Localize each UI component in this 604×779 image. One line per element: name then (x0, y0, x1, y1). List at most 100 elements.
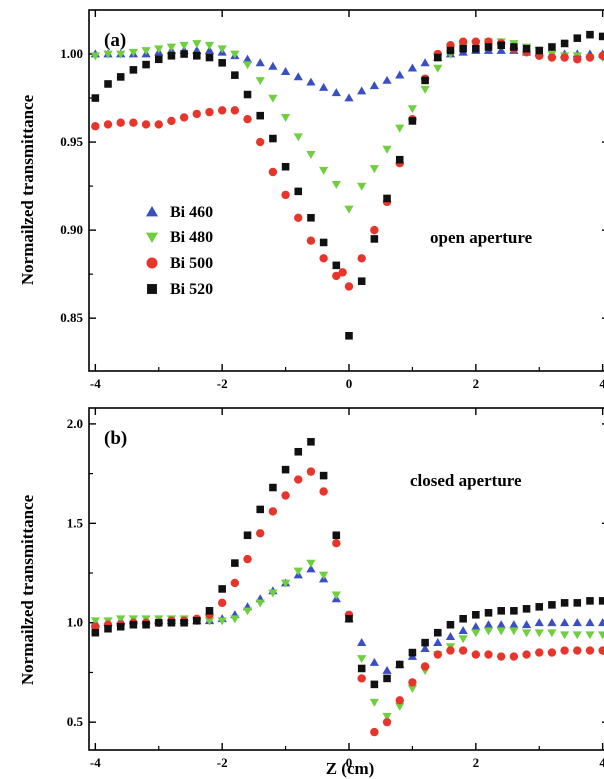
point-bi-520-a (573, 34, 582, 42)
point-bi-500-b (370, 727, 379, 737)
point-bi-480-a (217, 45, 227, 54)
point-bi-460-a (369, 81, 379, 90)
point-bi-520-b (307, 438, 315, 446)
legend-marker-bi-520 (147, 284, 157, 294)
point-bi-480-b (331, 591, 341, 600)
point-bi-480-a (306, 151, 316, 160)
point-bi-480-b (255, 599, 265, 608)
point-bi-480-a (369, 165, 379, 174)
point-bi-460-b (420, 643, 430, 652)
point-bi-500-b (458, 646, 468, 655)
point-bi-480-a (382, 145, 392, 154)
point-bi-520-a (319, 238, 328, 247)
point-bi-520-b (395, 660, 404, 669)
point-bi-460-b (509, 620, 519, 629)
point-bi-500-a (217, 106, 227, 115)
point-bi-500-a (230, 106, 240, 115)
point-bi-520-b (281, 465, 290, 474)
point-bi-480-b (483, 627, 494, 636)
point-bi-520-a (421, 76, 429, 85)
point-bi-520-b (484, 609, 493, 617)
point-bi-480-b (90, 617, 100, 626)
point-bi-520-a (434, 53, 442, 62)
legend-marker-bi-500 (146, 257, 158, 269)
x-axis-title: Z (cm) (326, 759, 375, 778)
panel-b: (b) closed aperture Normailzed transmitt… (18, 407, 604, 770)
point-bi-500-a (268, 167, 278, 177)
point-bi-500-b (243, 554, 252, 564)
point-bi-520-b (548, 601, 556, 609)
point-bi-480-a (116, 50, 126, 59)
point-bi-460-b (369, 657, 379, 666)
point-bi-520-b (586, 597, 594, 605)
point-bi-520-a (332, 261, 341, 270)
point-bi-520-a (104, 80, 112, 88)
point-bi-500-b (585, 646, 595, 655)
point-bi-460-b (433, 638, 443, 646)
y-tick-label-b: 1.0 (67, 615, 83, 630)
point-bi-460-b (382, 665, 392, 674)
panel-a: (a) open aperture Normailzed transmittan… (18, 9, 604, 391)
point-bi-520-b (205, 607, 214, 615)
y-axis-title-a: Normailzed transmittance (18, 94, 37, 285)
point-bi-480-b (369, 698, 379, 707)
point-bi-520-b (421, 638, 429, 647)
point-bi-500-a (116, 118, 125, 127)
point-bi-520-b (535, 603, 544, 611)
point-bi-480-b (585, 631, 595, 640)
point-bi-520-a (408, 117, 417, 125)
point-bi-520-b (167, 618, 176, 627)
point-bi-520-a (218, 59, 226, 67)
point-bi-460-a (331, 88, 341, 97)
point-bi-480-a (433, 64, 443, 73)
point-bi-500-a (306, 236, 316, 245)
point-bi-480-a (242, 61, 253, 70)
point-bi-500-b (484, 650, 493, 659)
point-bi-500-a (91, 122, 100, 131)
point-bi-480-b (534, 629, 544, 638)
point-bi-520-b (446, 620, 455, 629)
point-bi-520-b (357, 664, 366, 673)
legend-label-bi-520: Bi 520 (170, 281, 213, 298)
point-bi-460-a (407, 63, 418, 72)
point-bi-500-a (205, 107, 214, 117)
point-bi-520-b (294, 447, 303, 456)
point-bi-460-a (306, 77, 316, 86)
point-bi-500-b (496, 652, 506, 661)
point-bi-520-a (129, 66, 138, 74)
x-tick-label-a: 2 (473, 376, 480, 391)
y-tick-label-a: 0.95 (60, 134, 83, 149)
point-bi-520-b (370, 680, 379, 689)
point-bi-500-b (281, 491, 290, 500)
point-bi-500-a (344, 282, 354, 291)
point-bi-500-a (243, 114, 252, 124)
point-bi-500-a (167, 116, 176, 126)
point-bi-520-b (383, 674, 391, 683)
point-bi-460-b (445, 632, 456, 641)
point-bi-520-b (497, 607, 505, 615)
point-bi-480-b (319, 571, 329, 580)
point-bi-500-b (408, 678, 417, 687)
point-bi-460-b (559, 618, 570, 627)
point-bi-500-b (547, 648, 557, 657)
point-bi-480-b (572, 631, 582, 640)
data-marks-a (90, 30, 604, 340)
annotation-closed-aperture: closed aperture (410, 471, 522, 490)
axis-ticks-a: -4 -2 0 2 4 0.85 0.90 0.95 1.00 (60, 10, 604, 391)
point-bi-520-a (383, 194, 391, 203)
point-bi-480-b (293, 567, 303, 576)
point-bi-520-a (231, 71, 239, 79)
point-bi-480-b (598, 631, 604, 640)
point-bi-500-a (560, 53, 569, 62)
point-bi-520-a (243, 90, 252, 99)
point-bi-500-b (217, 598, 227, 608)
point-bi-520-b (472, 611, 480, 619)
point-bi-520-a (497, 41, 505, 49)
point-bi-520-a (598, 32, 604, 41)
axis-ticks-b: -4 -2 0 2 4 0.5 1.0 1.5 2.0 (67, 408, 604, 770)
plot-frame-b (88, 407, 604, 751)
point-bi-500-a (129, 118, 138, 127)
point-bi-460-a (344, 93, 354, 102)
x-tick-label-a: 4 (599, 376, 604, 391)
x-tick-label-b: -2 (217, 755, 228, 770)
